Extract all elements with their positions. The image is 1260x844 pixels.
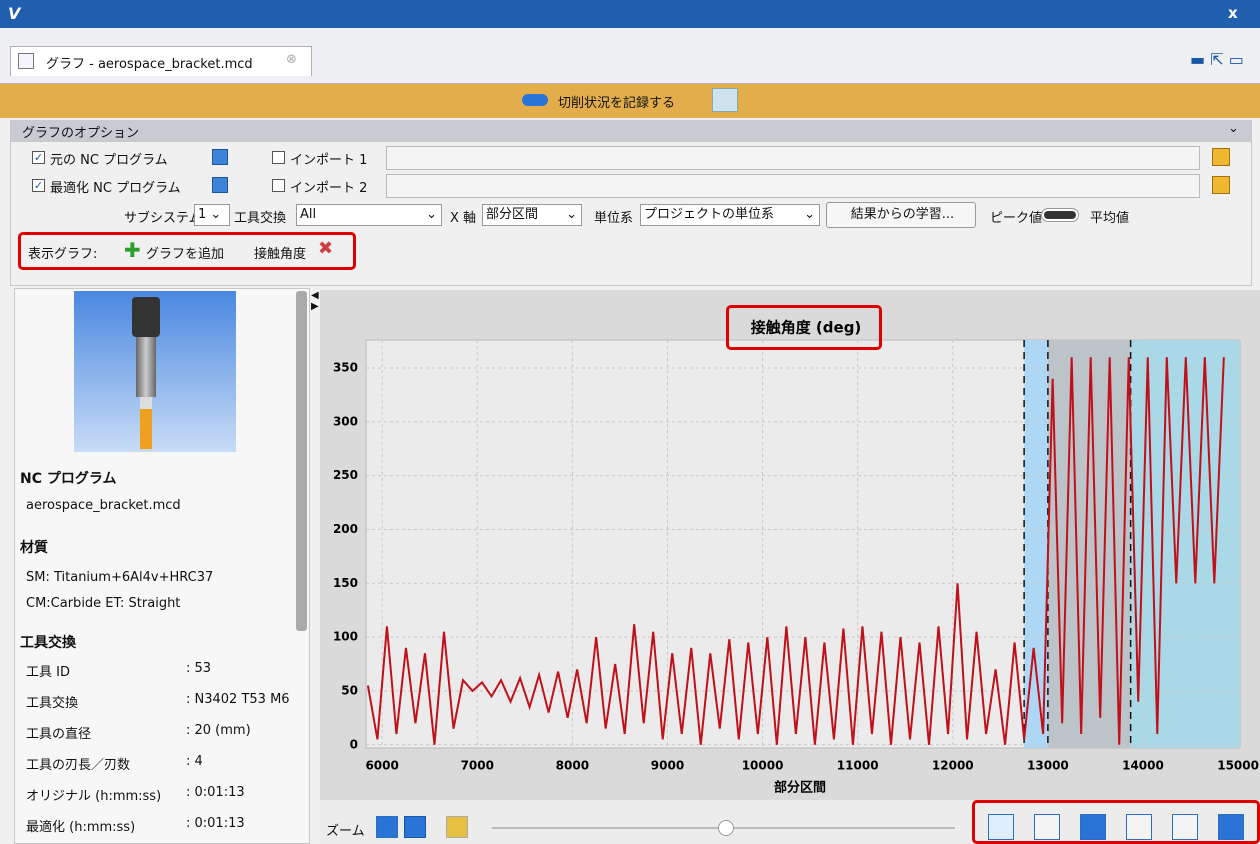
info-label: 工具の直径 [26,723,91,742]
info-text: aerospace_bracket.mcd [26,498,181,513]
x-tick-label: 9000 [651,759,684,773]
y-tick-label: 350 [333,360,358,374]
info-value: : 20 (mm) [186,723,251,738]
y-tick-label: 100 [333,630,358,644]
checkbox[interactable]: ✓ [32,179,45,192]
app: V x グラフ - aerospace_bracket.mcd ⊗ ▬ ⇱ ▭ … [0,0,1260,844]
save-icon[interactable] [212,149,228,165]
field-label: 工具交換 [234,207,286,226]
x-tick-label: 8000 [556,759,589,773]
slider-knob[interactable] [718,820,734,836]
option-label: インポート 1 [290,149,367,168]
x-tick-label: 13000 [1027,759,1069,773]
highlight [18,232,356,270]
checkbox[interactable]: ✓ [32,151,45,164]
x-tick-label: 15000 [1217,759,1259,773]
info-text: CM:Carbide ET: Straight [26,596,180,611]
highlight [726,305,882,350]
option-label: インポート 2 [290,177,367,196]
y-tick-label: 200 [333,522,358,536]
options-title: グラフのオプション [22,122,139,141]
tab-icon [18,53,34,69]
field-label: ピーク値 [990,207,1042,226]
info-value: : N3402 T53 M6 [186,692,290,707]
select-value: All [300,207,316,222]
button-label: 結果からの学習... [851,207,954,222]
tool-image [74,291,236,452]
info-value: : 0:01:13 [186,785,245,800]
section-heading: 工具交換 [20,632,76,652]
info-label: 工具交換 [26,692,78,711]
unit-select[interactable]: プロジェクトの単位系⌄ [640,204,820,226]
y-tick-label: 250 [333,468,358,482]
import-input[interactable] [386,146,1200,170]
splitter-arrows[interactable]: ◀▶ [311,290,319,312]
field-label: サブシステム [124,207,202,226]
select-value: プロジェクトの単位系 [644,207,774,222]
field-label: X 軸 [450,207,476,226]
options-header[interactable] [10,120,1252,141]
checkbox[interactable] [272,151,285,164]
chart: 接触角度 (deg) 部分区間 050100150200250300350600… [320,290,1260,800]
info-label: 工具 ID [26,661,70,680]
zoom-in[interactable] [376,816,398,838]
y-tick-label: 50 [341,683,358,697]
x-axis-label: 部分区間 [774,780,826,796]
info-label: オリジナル (h:mm:ss) [26,785,161,804]
info-label: 最適化 (h:mm:ss) [26,816,135,835]
option-label: 元の NC プログラム [50,149,168,168]
select-value: 1 [198,207,206,222]
info-value: : 4 [186,754,203,769]
x-tick-label: 7000 [461,759,494,773]
x-tick-label: 11000 [837,759,879,773]
x-tick-label: 10000 [742,759,784,773]
x-tick-label: 14000 [1122,759,1164,773]
window-controls[interactable]: ▬ ⇱ ▭ [1190,50,1244,69]
x-axis-select[interactable]: 部分区間⌄ [482,204,582,226]
close-button[interactable]: x [1228,4,1238,22]
y-tick-label: 300 [333,414,358,428]
collapse-icon[interactable]: ⌄ [1228,121,1239,136]
tab-close[interactable]: ⊗ [286,52,297,67]
folder-icon[interactable] [1212,148,1230,166]
info-text: SM: Titanium+6Al4v+HRC37 [26,570,213,585]
field-label: 平均値 [1090,207,1129,226]
zoom-label: ズーム [326,820,365,839]
info-value: : 0:01:13 [186,816,245,831]
learn-button[interactable]: 結果からの学習... [826,202,976,228]
section-heading: 材質 [20,537,48,557]
folder-icon[interactable] [1212,176,1230,194]
import-input[interactable] [386,174,1200,198]
tab-title[interactable]: グラフ - aerospace_bracket.mcd [46,53,253,72]
subsystem-select[interactable]: 1 ⌄ [194,204,230,226]
highlight [972,800,1260,844]
info-label: 工具の刃長／刃数 [26,754,130,773]
info-value: : 53 [186,661,211,676]
peak-average-toggle[interactable] [1042,209,1078,221]
checkbox[interactable] [272,179,285,192]
zoom-out[interactable] [404,816,426,838]
title-bar [0,0,1260,28]
x-tick-label: 6000 [365,759,398,773]
save-icon[interactable] [212,177,228,193]
zoom-fit[interactable] [446,816,468,838]
y-tick-label: 0 [350,737,358,751]
field-label: 単位系 [594,207,633,226]
banner-icon[interactable] [712,88,738,112]
option-label: 最適化 NC プログラム [50,177,181,196]
x-tick-label: 12000 [932,759,974,773]
y-tick-label: 150 [333,576,358,590]
select-value: 部分区間 [486,207,538,222]
record-toggle[interactable] [522,94,548,106]
scrollbar[interactable] [296,291,307,631]
banner-label: 切削状況を記録する [558,92,675,111]
section-heading: NC プログラム [20,468,116,488]
tool-change-select[interactable]: All⌄ [296,204,442,226]
app-icon: V [8,4,20,23]
